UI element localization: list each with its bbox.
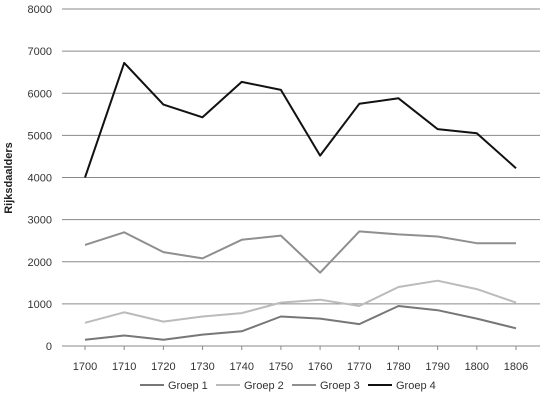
x-tick-label: 1760 [308,361,332,373]
legend-label: Groep 1 [168,380,208,392]
series-line-groep-4 [84,61,517,178]
y-tick-label: 7000 [28,46,52,58]
y-tick-label: 5000 [28,130,52,142]
legend-label: Groep 3 [320,380,360,392]
y-tick-label: 0 [46,341,52,353]
y-tick-label: 6000 [28,88,52,100]
series-line-groep-1 [84,305,517,341]
series-line-groep-3 [84,230,516,274]
y-tick-label: 8000 [28,4,52,16]
legend-label: Groep 4 [396,380,436,392]
x-tick-label: 1770 [347,361,371,373]
x-tick-label: 1700 [73,361,97,373]
x-tick-label: 1790 [425,361,449,373]
y-axis-title: Rijksdaalders [3,142,15,214]
x-tick-label: 1806 [504,361,528,373]
x-tick-label: 1730 [190,361,214,373]
gridlines [62,8,540,347]
y-tick-label: 3000 [28,215,52,227]
x-tick-label: 1780 [386,361,410,373]
series-lines [84,61,517,341]
y-tick-label: 2000 [28,257,52,269]
series-line-groep-2 [84,279,517,324]
x-tick-label: 1800 [465,361,489,373]
y-axis-tick-labels: 0 1000 2000 3000 4000 5000 6000 7000 8000 [28,4,52,353]
x-tick-label: 1710 [112,361,136,373]
legend-label: Groep 2 [244,380,284,392]
y-tick-label: 1000 [28,299,52,311]
x-tick-label: 1750 [269,361,293,373]
legend: Groep 1 Groep 2 Groep 3 Groep 4 [140,380,436,392]
x-axis-tick-labels: 1700 1710 1720 1730 1740 1750 1760 1770 1780 1790… [73,346,528,373]
x-tick-label: 1740 [229,361,253,373]
y-tick-label: 4000 [28,173,52,185]
x-tick-label: 1720 [151,361,175,373]
